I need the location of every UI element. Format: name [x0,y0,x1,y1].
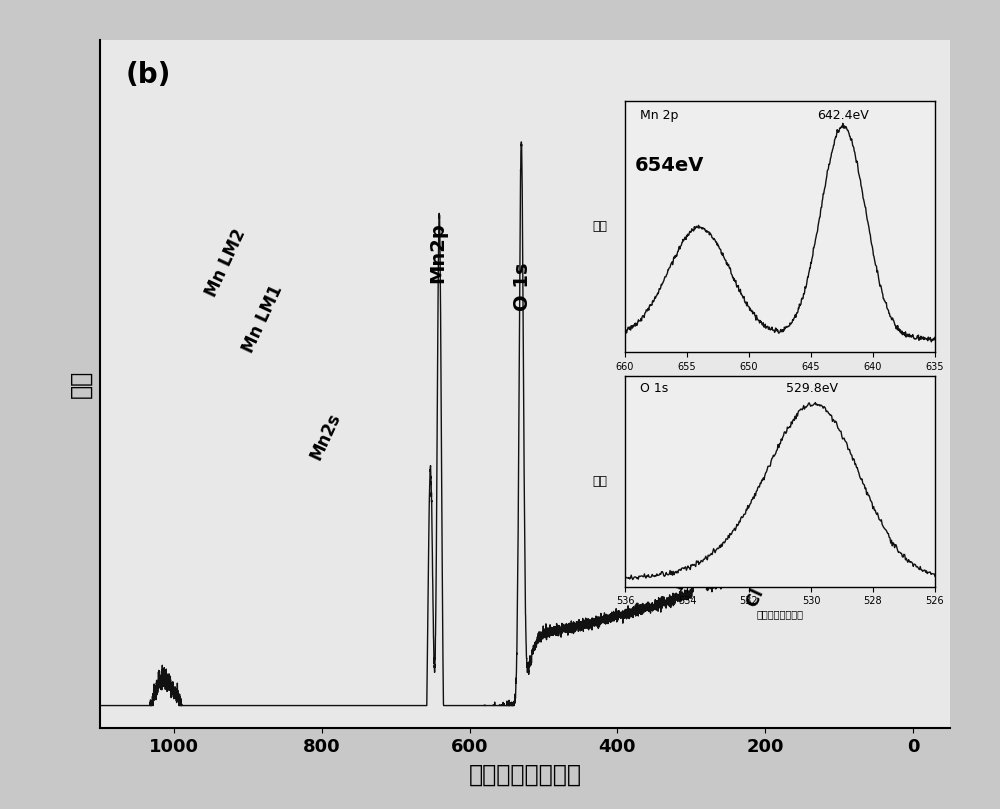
Text: Mn LM2: Mn LM2 [202,227,249,299]
Y-axis label: 强度: 强度 [69,371,93,398]
X-axis label: 结合能（电子伏）: 结合能（电子伏） [468,763,582,787]
Text: K 2p3: K 2p3 [670,536,709,593]
Text: C 1s: C 1s [686,538,719,582]
Text: Mn2p: Mn2p [428,222,447,283]
Text: Mn2s: Mn2s [307,410,344,464]
Text: Mn 2p: Mn 2p [640,108,679,121]
X-axis label: 结合能（电子伏）: 结合能（电子伏） [757,375,804,384]
Text: 642.4eV: 642.4eV [817,108,869,121]
Text: 529.8eV: 529.8eV [786,383,838,396]
Text: (b): (b) [126,61,171,89]
Text: O 1s: O 1s [640,383,669,396]
Text: 强度: 强度 [592,475,608,488]
Text: O 1s: O 1s [513,262,532,311]
Text: Mn LM1: Mn LM1 [239,282,286,356]
Text: 强度: 强度 [592,220,608,233]
X-axis label: 结合能（电子伏）: 结合能（电子伏） [757,609,804,619]
Text: Cl 2p: Cl 2p [743,559,780,610]
Text: 654eV: 654eV [634,156,704,176]
